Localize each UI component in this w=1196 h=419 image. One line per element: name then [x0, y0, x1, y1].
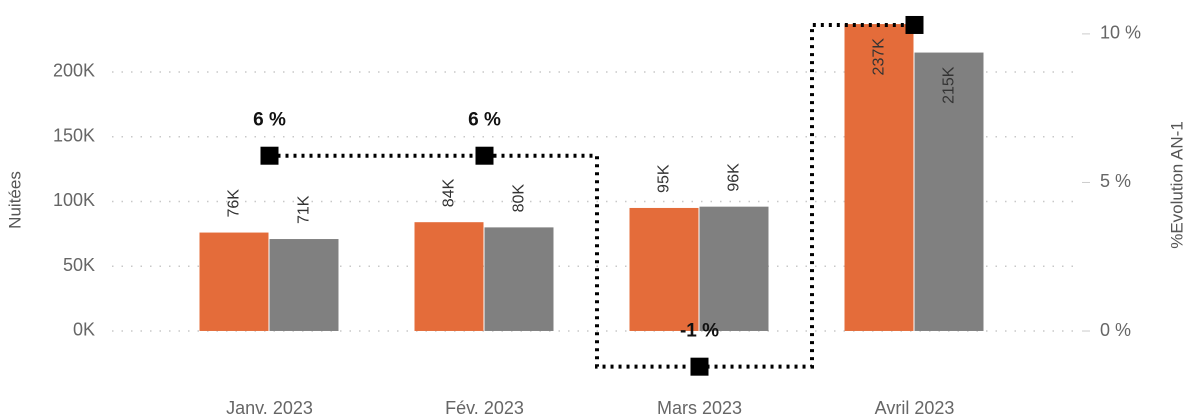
y-tick-label: 150K: [53, 125, 95, 145]
bar: [199, 232, 269, 331]
bar-value-label: 84K: [441, 178, 458, 207]
x-tick-label: Avril 2023: [875, 398, 955, 418]
bar-value-label: 237K: [871, 38, 888, 76]
bar-value-label: 71K: [296, 195, 313, 224]
bar-value-label: 96K: [726, 163, 743, 192]
y-tick-label: 200K: [53, 61, 95, 81]
line-value-label: -1 %: [680, 321, 719, 342]
bar: [914, 52, 984, 331]
x-tick-label: Fév. 2023: [445, 398, 524, 418]
bar: [629, 207, 699, 331]
line-marker: [475, 146, 494, 165]
y2-axis-title: %Evolution AN-1: [1167, 121, 1186, 249]
y-tick-label: 50K: [63, 255, 95, 275]
line-marker: [905, 15, 924, 34]
y-axis-title: Nuitées: [5, 171, 24, 229]
y2-tick-label: 0 %: [1100, 320, 1131, 340]
bar: [484, 227, 554, 331]
y-tick-label: 0K: [73, 320, 95, 340]
line-marker: [260, 146, 279, 165]
y2-tick-label: 5 %: [1100, 171, 1131, 191]
bar: [699, 206, 769, 331]
line-value-label: 6 %: [468, 110, 501, 131]
bar: [269, 239, 339, 331]
line-value-label: 6 %: [253, 110, 286, 131]
bar: [414, 222, 484, 331]
bar-value-label: 95K: [656, 164, 673, 193]
y-tick-label: 100K: [53, 190, 95, 210]
bar-value-label: 80K: [511, 184, 528, 213]
y2-tick-label: 10 %: [1100, 23, 1141, 43]
bar-value-label: 76K: [226, 189, 243, 218]
x-tick-label: Mars 2023: [657, 398, 742, 418]
line-marker: [690, 357, 709, 376]
step-line: [269, 22, 915, 369]
bar-value-label: 215K: [941, 66, 958, 104]
x-tick-label: Janv. 2023: [226, 398, 313, 418]
bar: [844, 24, 914, 331]
